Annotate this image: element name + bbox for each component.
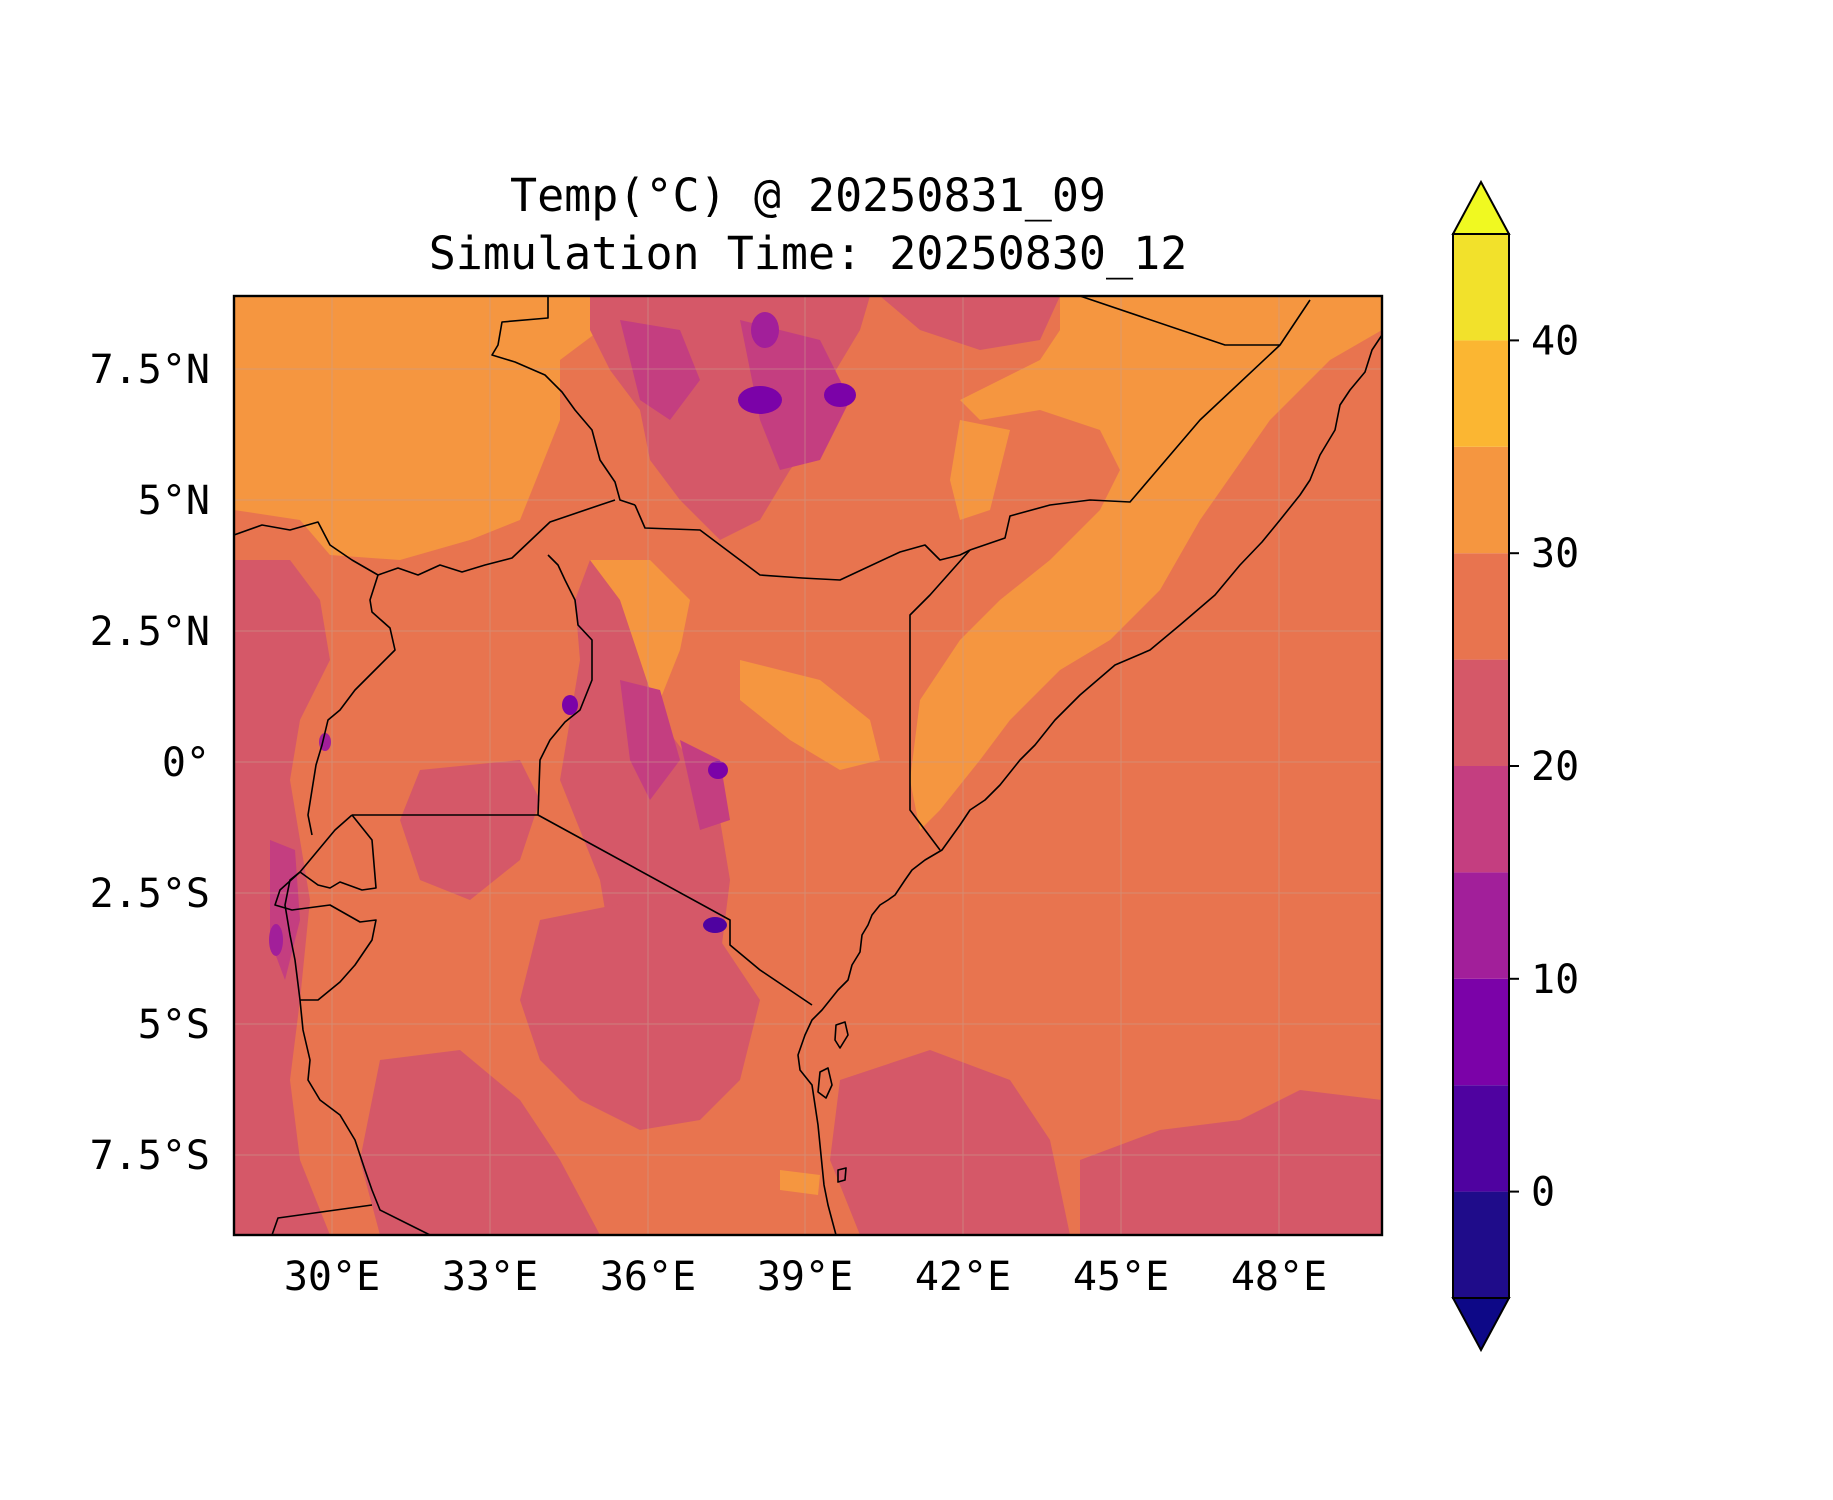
temperature-field xyxy=(234,296,1382,1235)
colorbar-segment xyxy=(1453,659,1509,766)
colorbar-segments xyxy=(1453,234,1509,1298)
field-tanzania-southwest xyxy=(360,1050,600,1235)
lat-tick-0: 0° xyxy=(162,740,210,786)
border-south-sudan-north xyxy=(491,296,636,506)
field-warm-north-kenya xyxy=(950,420,1010,520)
field-southeast-tanzania xyxy=(830,1050,1070,1235)
lon-tick-labels: 30°E 33°E 36°E 39°E 42°E 45°E 48°E xyxy=(284,1254,1327,1300)
field-highland-core-east xyxy=(740,320,850,470)
field-peak-burundi xyxy=(269,924,283,956)
border-uganda-kenya xyxy=(537,554,593,816)
lon-tick-48e: 48°E xyxy=(1231,1254,1327,1300)
border-uganda-congo xyxy=(307,574,396,836)
colorbar-segment xyxy=(1453,234,1509,341)
colorbar: 0 10 20 30 40 xyxy=(1451,179,1579,1353)
colorbar-segment xyxy=(1453,340,1509,447)
field-peak-ethiopia-2 xyxy=(824,383,856,407)
field-peak-kilimanjaro xyxy=(703,917,727,933)
lat-tick-5n: 5°N xyxy=(138,478,210,524)
colorbar-tick-label: 10 xyxy=(1531,957,1579,1003)
field-peak-mt-elgon xyxy=(562,695,578,715)
border-rwanda xyxy=(299,814,377,891)
border-zambia xyxy=(271,1204,373,1235)
field-peak-ethiopia-1 xyxy=(738,386,782,414)
border-djibouti xyxy=(1079,296,1280,346)
colorbar-segment xyxy=(1453,978,1509,1086)
field-warm-coast-patch xyxy=(780,1170,820,1195)
map-title-line-1: Temp(°C) @ 20250831_09 xyxy=(509,169,1107,222)
colorbar-tick-label: 20 xyxy=(1531,744,1579,790)
lon-tick-42e: 42°E xyxy=(915,1254,1011,1300)
map-title-line-2: Simulation Time: 20250830_12 xyxy=(428,227,1188,280)
lat-tick-2-5s: 2.5°S xyxy=(90,871,210,917)
colorbar-tick-label: 40 xyxy=(1531,318,1579,364)
colorbar-segment xyxy=(1453,766,1509,873)
lat-tick-labels: 7.5°N 5°N 2.5°N 0° 2.5°S 5°S 7.5°S xyxy=(90,347,210,1179)
field-highland-core-west xyxy=(620,320,700,420)
colorbar-tick-label: 0 xyxy=(1531,1170,1555,1216)
lon-tick-45e: 45°E xyxy=(1073,1254,1169,1300)
colorbar-segment xyxy=(1453,872,1509,979)
lon-tick-33e: 33°E xyxy=(442,1254,538,1300)
island-mafia xyxy=(837,1167,847,1183)
border-south-sudan-uganda xyxy=(234,499,616,576)
border-burundi xyxy=(274,871,377,1001)
coastline-horn xyxy=(797,334,1382,1235)
field-ethiopia-east xyxy=(880,296,1060,350)
colorbar-segment xyxy=(1453,1085,1509,1192)
colorbar-tick-label: 30 xyxy=(1531,531,1579,577)
lat-tick-7-5n: 7.5°N xyxy=(90,347,210,393)
border-ethiopia-kenya xyxy=(634,504,971,581)
field-warm-north-sudan xyxy=(234,296,600,560)
colorbar-under-arrow xyxy=(1451,1297,1511,1353)
field-peak-mt-kenya xyxy=(708,761,728,779)
island-zanzibar xyxy=(817,1067,833,1099)
lat-tick-7-5s: 7.5°S xyxy=(90,1133,210,1179)
lon-tick-36e: 36°E xyxy=(600,1254,696,1300)
colorbar-segment xyxy=(1453,446,1509,554)
field-rift-core xyxy=(620,680,680,800)
map-frame xyxy=(232,294,1384,1237)
island-pemba xyxy=(834,1021,849,1049)
border-kenya-tanzania xyxy=(537,814,813,1006)
border-congo-tanzania xyxy=(284,814,431,1235)
field-peak-ethiopia-3 xyxy=(751,312,779,348)
field-lake-victoria-south xyxy=(400,760,540,900)
field-tanzania-central xyxy=(520,900,760,1130)
lon-tick-30e: 30°E xyxy=(284,1254,380,1300)
border-ethiopia-somalia xyxy=(969,299,1311,551)
field-warm-somalia xyxy=(910,296,1382,830)
gridlines xyxy=(234,296,1382,1235)
colorbar-ticks: 0 10 20 30 40 xyxy=(1509,318,1579,1216)
borders xyxy=(234,296,1382,1235)
colorbar-over-arrow xyxy=(1451,179,1511,235)
border-kenya-somalia xyxy=(909,549,971,851)
lon-tick-39e: 39°E xyxy=(757,1254,853,1300)
field-warm-east-kenya xyxy=(740,660,880,770)
colorbar-segment xyxy=(1453,1191,1509,1298)
colorbar-segment xyxy=(1453,553,1509,660)
lat-tick-5s: 5°S xyxy=(138,1002,210,1048)
lat-tick-2-5n: 2.5°N xyxy=(90,609,210,655)
field-indian-ocean-south xyxy=(1080,1090,1382,1235)
